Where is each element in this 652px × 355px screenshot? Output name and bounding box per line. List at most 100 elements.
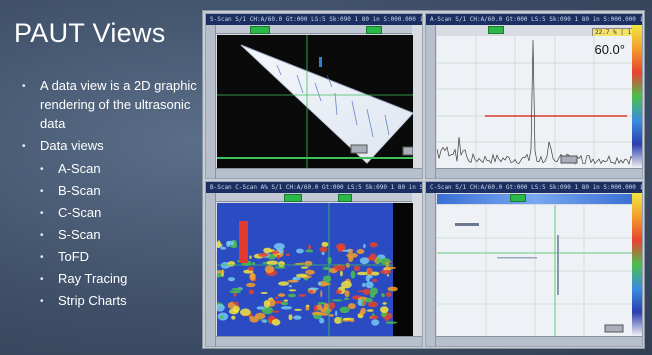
- sub-bullet-item: • ToFD: [40, 246, 197, 268]
- bscan-signal-blob: [380, 306, 389, 313]
- bscan-signal-blob: [362, 282, 366, 287]
- bscan-signal-blob: [280, 306, 293, 310]
- bullet-dot-icon: •: [22, 141, 26, 152]
- bscan-signal-blob: [321, 241, 329, 248]
- ascan-plot[interactable]: 60.0°: [437, 36, 633, 169]
- bscan-signal-blob: [217, 240, 221, 248]
- bscan-signal-blob: [359, 257, 370, 265]
- bscan-signal-blob: [369, 253, 377, 261]
- ascan-header: A-Scan S/1 CH:A/60.0 Gt:000 LS:5 Sk:090 …: [426, 14, 642, 25]
- bscan-signal-blob: [294, 262, 304, 266]
- bscan-signal-blob: [278, 261, 285, 267]
- bscan-signal-blob: [305, 269, 315, 275]
- ascan-gate-tag[interactable]: [488, 26, 504, 34]
- bscan-signal-blob: [321, 251, 325, 256]
- bscan-signal-blob: [340, 316, 343, 324]
- bscan-signal-blob: [361, 298, 364, 306]
- bscan-signal-blob: [370, 315, 379, 320]
- bscan-signal-blob: [369, 242, 378, 248]
- bscan-signal-blob: [240, 308, 251, 316]
- bullet-dot-icon: •: [40, 296, 44, 307]
- bullet-item: • A data view is a 2D graphic rendering …: [22, 76, 197, 133]
- sscan-top-ruler: [216, 25, 412, 34]
- ascan-view[interactable]: A-Scan S/1 CH:A/60.0 Gt:000 LS:5 Sk:090 …: [425, 13, 643, 179]
- bscan-signal-blob: [232, 305, 240, 313]
- bscan-signal-blob: [367, 267, 373, 275]
- bscan-signal-blob: [229, 290, 242, 294]
- bscan-signal-blob: [230, 244, 238, 248]
- bscan-signal-blob: [219, 315, 224, 319]
- bscan-signal-blob: [217, 270, 225, 274]
- bscan-signal-blob: [274, 266, 286, 269]
- sub-bullet-text: B-Scan: [58, 183, 101, 198]
- bscan-signal-blob: [263, 247, 272, 253]
- bscan-signal-blob: [357, 290, 368, 293]
- cscan-gate-tag[interactable]: [510, 194, 526, 202]
- bscan-signal-blob: [249, 255, 252, 259]
- bscan-signal-blob: [380, 269, 392, 275]
- sub-bullet-item: • B-Scan: [40, 180, 197, 202]
- bscan-signal-blob: [349, 319, 355, 322]
- sscan-gate-tag[interactable]: [250, 26, 270, 34]
- bscan-bottom-ruler: [216, 336, 422, 346]
- bscan-signal-blob: [346, 252, 358, 258]
- bscan-signal-blob: [277, 254, 280, 260]
- bscan-left-ruler: [206, 193, 216, 346]
- bscan-gate-tag[interactable]: [338, 194, 352, 202]
- bscan-signal-blob: [370, 292, 375, 298]
- bscan-signal-blob: [331, 299, 343, 302]
- data-views-panel: S-Scan S/1 CH:A/60.0 Gt:000 LS:5 Sk:090 …: [202, 10, 645, 349]
- bullet-list: • A data view is a 2D graphic rendering …: [22, 76, 197, 312]
- bullet-dot-icon: •: [40, 274, 44, 285]
- sscan-header: S-Scan S/1 CH:A/60.0 Gt:000 LS:5 Sk:090 …: [206, 14, 422, 25]
- cscan-view[interactable]: C-Scan S/1 CH:A/60.0 Gt:000 LS:5 Sk:090 …: [425, 181, 643, 347]
- bscan-signal-blob: [387, 286, 398, 292]
- sscan-gate-tag[interactable]: [366, 26, 382, 34]
- sub-bullet-text: Ray Tracing: [58, 271, 128, 286]
- bscan-view[interactable]: B-Scan C-Scan A% S/1 CH:A/60.0 Gt:000 LS…: [205, 181, 423, 347]
- bscan-signal-blob: [356, 271, 368, 276]
- bscan-signal-blob: [339, 306, 350, 313]
- bscan-signal-blob: [311, 311, 324, 316]
- cscan-plot[interactable]: [437, 205, 633, 337]
- sub-bullet-text: ToFD: [58, 249, 90, 264]
- sub-bullet-text: S-Scan: [58, 227, 101, 242]
- cscan-strip: [437, 194, 633, 204]
- bscan-signal-blob: [226, 240, 235, 246]
- bullet-dot-icon: •: [40, 186, 44, 197]
- bscan-signal-blob: [261, 319, 268, 323]
- bscan-signal-blob: [335, 310, 338, 317]
- bscan-signal-blob: [371, 271, 380, 276]
- sub-bullet-item: • C-Scan: [40, 202, 197, 224]
- bscan-signal-blob: [371, 319, 380, 326]
- bscan-signal-blob: [231, 287, 242, 291]
- bscan-signal-blob: [359, 310, 364, 316]
- bscan-signal-blob: [231, 315, 236, 320]
- sub-bullet-list: • A-Scan • B-Scan • C-Scan • S-Scan • ToFD • R…: [40, 158, 197, 312]
- sscan-view[interactable]: S-Scan S/1 CH:A/60.0 Gt:000 LS:5 Sk:090 …: [205, 13, 423, 179]
- bscan-signal-blob: [327, 256, 332, 265]
- bscan-signal-blob: [252, 261, 256, 265]
- bullet-text: A data view is a 2D graphic rendering of…: [40, 78, 197, 131]
- bscan-signal-blob: [386, 274, 389, 277]
- bullet-text: Data views: [40, 138, 104, 153]
- bscan-signal-blob: [227, 277, 235, 282]
- sscan-plot[interactable]: [217, 35, 413, 169]
- bscan-signal-blob: [317, 302, 326, 305]
- sub-bullet-text: Strip Charts: [58, 293, 127, 308]
- bscan-signal-blob: [308, 290, 314, 294]
- bscan-signal-blob: [386, 291, 392, 298]
- bscan-signal-blob: [366, 309, 374, 312]
- bscan-signal-blob: [288, 314, 293, 321]
- bscan-signal-blob: [340, 270, 343, 277]
- bscan-signal-blob: [233, 292, 237, 297]
- bscan-signal-blob: [256, 306, 266, 310]
- bscan-plot[interactable]: [217, 203, 413, 337]
- bscan-signal-blob: [278, 281, 289, 286]
- bscan-signal-blob: [382, 302, 387, 305]
- ascan-angle-readout: 60.0°: [594, 42, 625, 57]
- bscan-signal-blob: [353, 265, 361, 271]
- ascan-left-ruler: [426, 25, 436, 178]
- bscan-gate-tag[interactable]: [284, 194, 302, 202]
- sub-bullet-item: • Ray Tracing: [40, 268, 197, 290]
